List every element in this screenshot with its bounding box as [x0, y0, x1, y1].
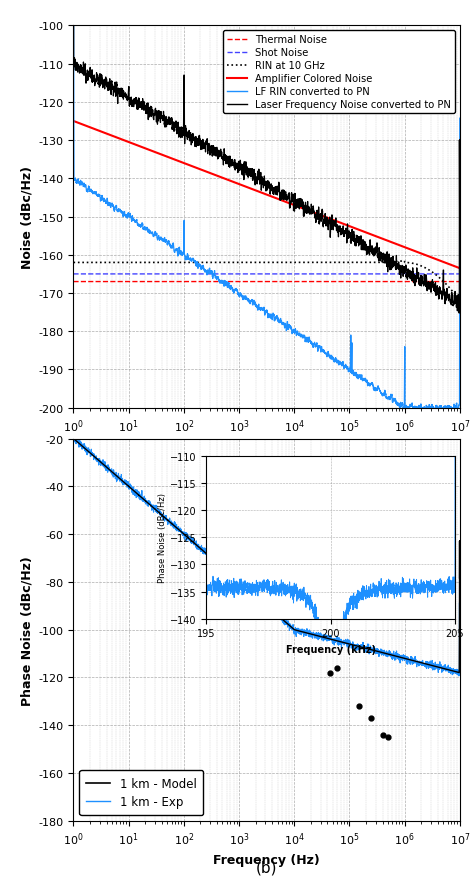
X-axis label: Frequency (Hz): Frequency (Hz) [213, 853, 320, 866]
Legend: 1 km - Model, 1 km - Exp: 1 km - Model, 1 km - Exp [79, 770, 203, 815]
Legend: Thermal Noise, Shot Noise, RIN at 10 GHz, Amplifier Colored Noise, LF RIN conver: Thermal Noise, Shot Noise, RIN at 10 GHz… [223, 32, 455, 114]
Y-axis label: Phase Noise (dBc/Hz): Phase Noise (dBc/Hz) [20, 555, 33, 705]
Text: (a): (a) [256, 446, 277, 462]
X-axis label: Frequency (Hz): Frequency (Hz) [213, 440, 320, 453]
Y-axis label: Noise (dBc/Hz): Noise (dBc/Hz) [20, 166, 33, 269]
Text: (b): (b) [256, 859, 277, 874]
Y-axis label: Phase Noise (dBc/Hz): Phase Noise (dBc/Hz) [158, 493, 167, 583]
X-axis label: Frequency (kHz): Frequency (kHz) [286, 644, 375, 654]
